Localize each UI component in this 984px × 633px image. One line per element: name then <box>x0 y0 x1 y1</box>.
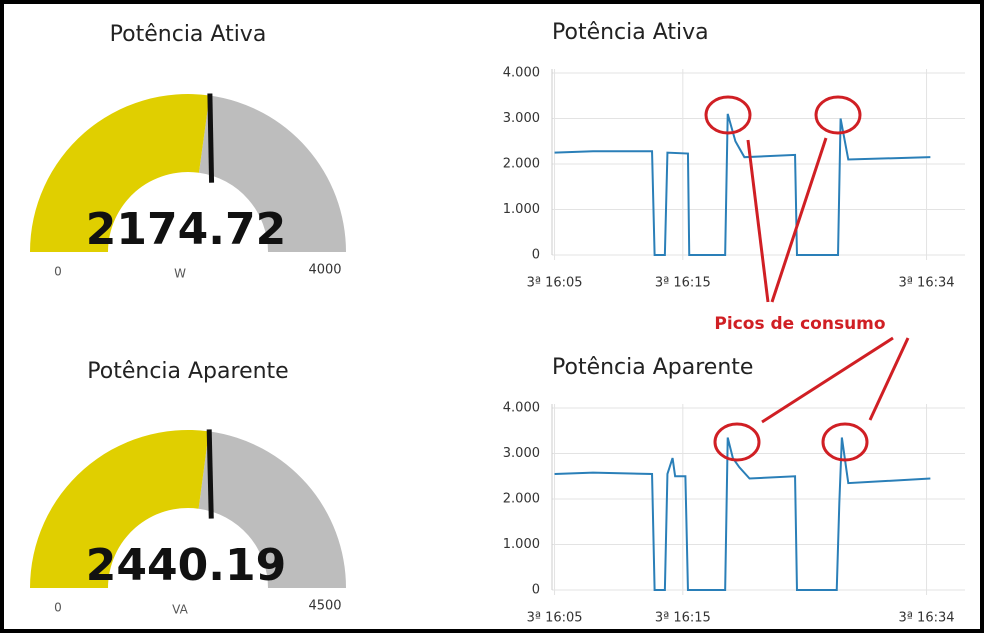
annotation: Picos de consumo <box>714 314 885 334</box>
x-tick-label: 3ª 16:34 <box>899 276 955 291</box>
gauge-unit: W <box>174 267 186 281</box>
gauge-unit: VA <box>172 603 188 617</box>
x-tick-label: 3ª 16:34 <box>899 611 955 626</box>
x-tick-label: 3ª 16:15 <box>655 611 711 626</box>
gauge-max: 4500 <box>308 599 341 614</box>
data-line <box>554 113 931 256</box>
gauge-fill <box>30 93 210 252</box>
pointer-line <box>770 137 828 303</box>
gauge-title: Potência Ativa <box>110 22 267 47</box>
gauge-needle <box>207 93 215 183</box>
peak-circle <box>704 95 752 135</box>
peak-circle <box>814 95 862 135</box>
gauge-track <box>198 431 346 588</box>
y-tick-label: 0 <box>532 583 540 598</box>
y-tick-label: 4.000 <box>503 401 540 416</box>
data-line <box>554 437 931 591</box>
y-tick-label: 1.000 <box>503 202 540 217</box>
gauge-min: 0 <box>54 601 62 615</box>
peak-circle <box>821 422 869 462</box>
y-tick-label: 2.000 <box>503 157 540 172</box>
pointer-line <box>868 337 910 421</box>
x-tick-label: 3ª 16:05 <box>527 611 583 626</box>
peak-circle <box>713 422 761 462</box>
y-tick-label: 4.000 <box>503 66 540 81</box>
y-tick-label: 3.000 <box>503 111 540 126</box>
gauge-max: 4000 <box>308 263 341 278</box>
chart-title: Potência Aparente <box>552 355 753 380</box>
y-tick-label: 0 <box>532 248 540 263</box>
gauge-value: 2440.19 <box>86 540 286 591</box>
gauge-min: 0 <box>54 265 62 279</box>
gauge-title: Potência Aparente <box>87 359 288 384</box>
annotation-marks <box>704 95 910 462</box>
gauge-needle <box>206 429 214 519</box>
gauge-value: 2174.72 <box>86 204 286 255</box>
chart-title: Potência Ativa <box>552 20 709 45</box>
y-tick-label: 2.000 <box>503 492 540 507</box>
y-tick-label: 1.000 <box>503 537 540 552</box>
pointer-line <box>746 139 770 303</box>
x-tick-label: 3ª 16:05 <box>527 276 583 291</box>
x-tick-label: 3ª 16:15 <box>655 276 711 291</box>
gauge-track <box>198 95 346 252</box>
gauge-fill <box>30 430 209 588</box>
y-tick-label: 3.000 <box>503 446 540 461</box>
pointer-line <box>761 336 894 424</box>
